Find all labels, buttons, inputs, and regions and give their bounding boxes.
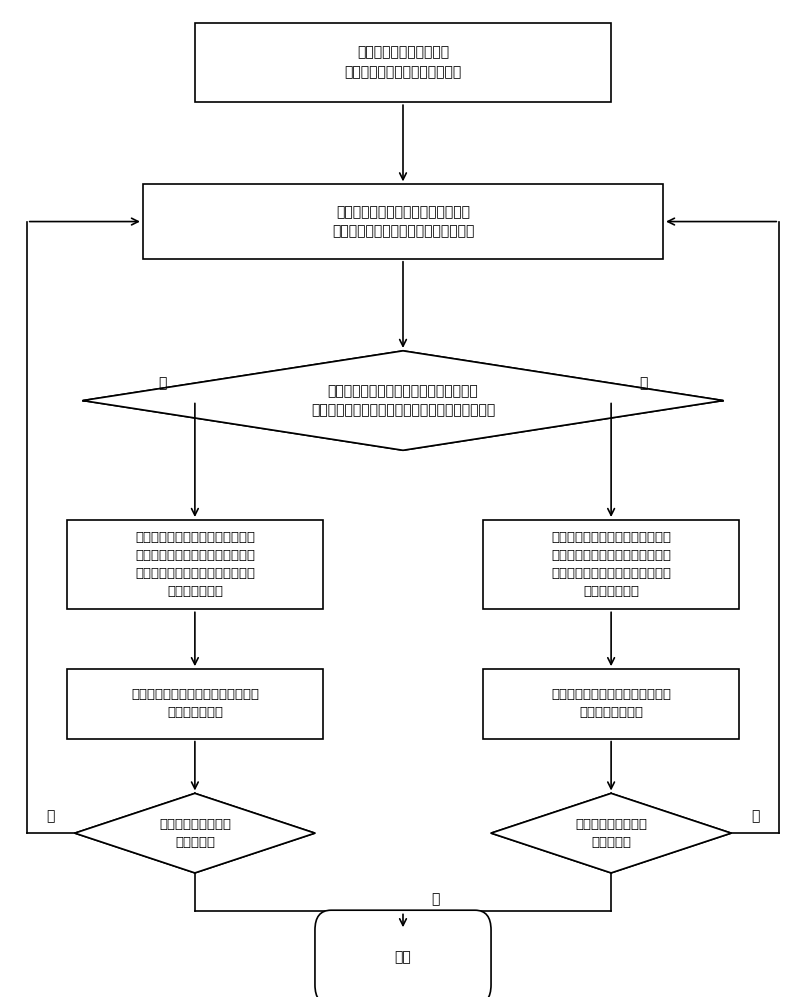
Text: 用第一成像空间的敏感系数矩阵设
置第一成像空间的磁场约束以及匀
场片的厚度约束，建立模型然后优
化匀场片的厚度: 用第一成像空间的敏感系数矩阵设 置第一成像空间的磁场约束以及匀 场片的厚度约束，… xyxy=(135,531,255,598)
Text: 是: 是 xyxy=(639,377,647,391)
Text: 装载匀场片，然后测量第一成像空间
的磁场分布情况: 装载匀场片，然后测量第一成像空间 的磁场分布情况 xyxy=(131,688,259,719)
FancyBboxPatch shape xyxy=(315,910,491,1000)
Text: 否: 否 xyxy=(47,809,55,823)
Text: 磁场的均匀度达到了
目标均匀度: 磁场的均匀度达到了 目标均匀度 xyxy=(575,818,647,849)
Text: 建立系统的第一成像空间
和第二成像空间的敏感系数矩阵: 建立系统的第一成像空间 和第二成像空间的敏感系数矩阵 xyxy=(344,46,462,79)
Polygon shape xyxy=(75,793,315,873)
Text: 用第二成像空间的敏感系数矩阵设
置第二成像空间的磁场约束以及匀
场片的厚度约束，建立模型然后优
化匀场片的厚度: 用第二成像空间的敏感系数矩阵设 置第二成像空间的磁场约束以及匀 场片的厚度约束，… xyxy=(551,531,671,598)
FancyBboxPatch shape xyxy=(483,520,739,609)
Text: 否: 否 xyxy=(159,377,167,391)
FancyBboxPatch shape xyxy=(483,669,739,739)
FancyBboxPatch shape xyxy=(143,184,663,259)
FancyBboxPatch shape xyxy=(195,23,611,102)
Text: 否: 否 xyxy=(751,809,759,823)
FancyBboxPatch shape xyxy=(67,520,323,609)
Text: 第一成像空间的病床以下那部分是否存在
大于该系统的主磁场的目标均匀度的田型谐波分量: 第一成像空间的病床以下那部分是否存在 大于该系统的主磁场的目标均匀度的田型谐波分… xyxy=(311,384,495,417)
Text: 测量第一成像空间的磁场分布情况；
然后获取第二成像空间的磁场分布情况: 测量第一成像空间的磁场分布情况； 然后获取第二成像空间的磁场分布情况 xyxy=(332,205,474,238)
Polygon shape xyxy=(83,351,723,450)
Text: 结束: 结束 xyxy=(395,950,411,964)
Text: 是: 是 xyxy=(431,892,439,906)
Polygon shape xyxy=(491,793,731,873)
Text: 磁场的均匀度达到了
目标均匀度: 磁场的均匀度达到了 目标均匀度 xyxy=(159,818,231,849)
Text: 装载匀场片，然后测量第二成像空
间的磁场分布情况: 装载匀场片，然后测量第二成像空 间的磁场分布情况 xyxy=(551,688,671,719)
FancyBboxPatch shape xyxy=(67,669,323,739)
